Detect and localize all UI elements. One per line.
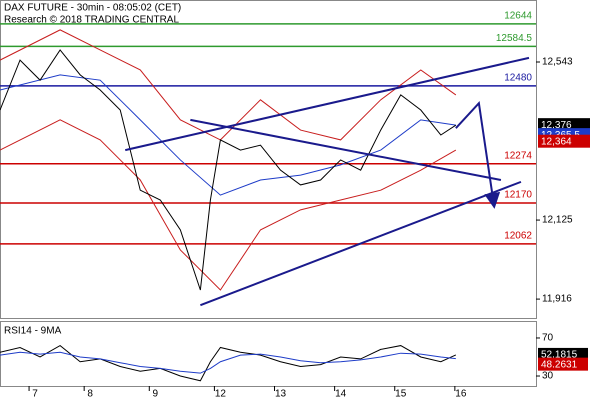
chart-title: DAX FUTURE - 30min - 08:05:02 (CET): [4, 3, 181, 14]
rsi-marker-label: 52.1815: [541, 350, 578, 361]
forecast-arrow: [455, 101, 501, 209]
level-label: 12644: [504, 10, 532, 21]
trendline: [200, 180, 522, 307]
price-marker: [538, 118, 590, 132]
price-marker-label: 12,364: [541, 136, 572, 147]
x-tick-label: 9: [153, 389, 159, 400]
price-marker-label: 12,376: [541, 120, 572, 131]
rsi-marker: [538, 357, 588, 371]
y-tick-label: 11,916: [542, 294, 572, 305]
x-tick-label: 16: [455, 389, 467, 400]
rsi-tick-label: 30: [542, 371, 554, 382]
x-tick-label: 8: [87, 389, 93, 400]
band-upper: [0, 29, 457, 141]
rsi-line: [0, 351, 456, 374]
band-lower: [0, 119, 457, 291]
level-label: 12480: [504, 72, 532, 83]
y-tick-label: 12,543: [542, 57, 573, 68]
price-line: [0, 49, 457, 291]
trendline: [190, 118, 502, 181]
level-label: 12170: [504, 190, 532, 201]
rsi-marker-label: 48.2631: [541, 359, 578, 370]
level-label: 12584.5: [496, 33, 533, 44]
main-panel: [0, 0, 537, 319]
x-tick-label: 7: [32, 389, 38, 400]
level-label: 12062: [504, 231, 532, 242]
chart-subtitle: Research © 2018 TRADING CENTRAL: [4, 15, 179, 26]
x-tick-label: 14: [335, 389, 347, 400]
level-label: 12274: [504, 150, 532, 161]
y-tick-label: 12,125: [542, 215, 573, 226]
rsi-title: RSI14 - 9MA: [4, 326, 62, 337]
rsi-panel: [0, 321, 537, 387]
x-tick-label: 13: [275, 389, 287, 400]
rsi-tick-label: 70: [542, 333, 554, 344]
trendline: [125, 56, 530, 152]
rsi-line: [0, 344, 457, 382]
x-tick-label: 15: [395, 389, 407, 400]
price-marker: [538, 134, 590, 148]
band-ma: [0, 74, 456, 196]
x-tick-label: 12: [215, 389, 227, 400]
